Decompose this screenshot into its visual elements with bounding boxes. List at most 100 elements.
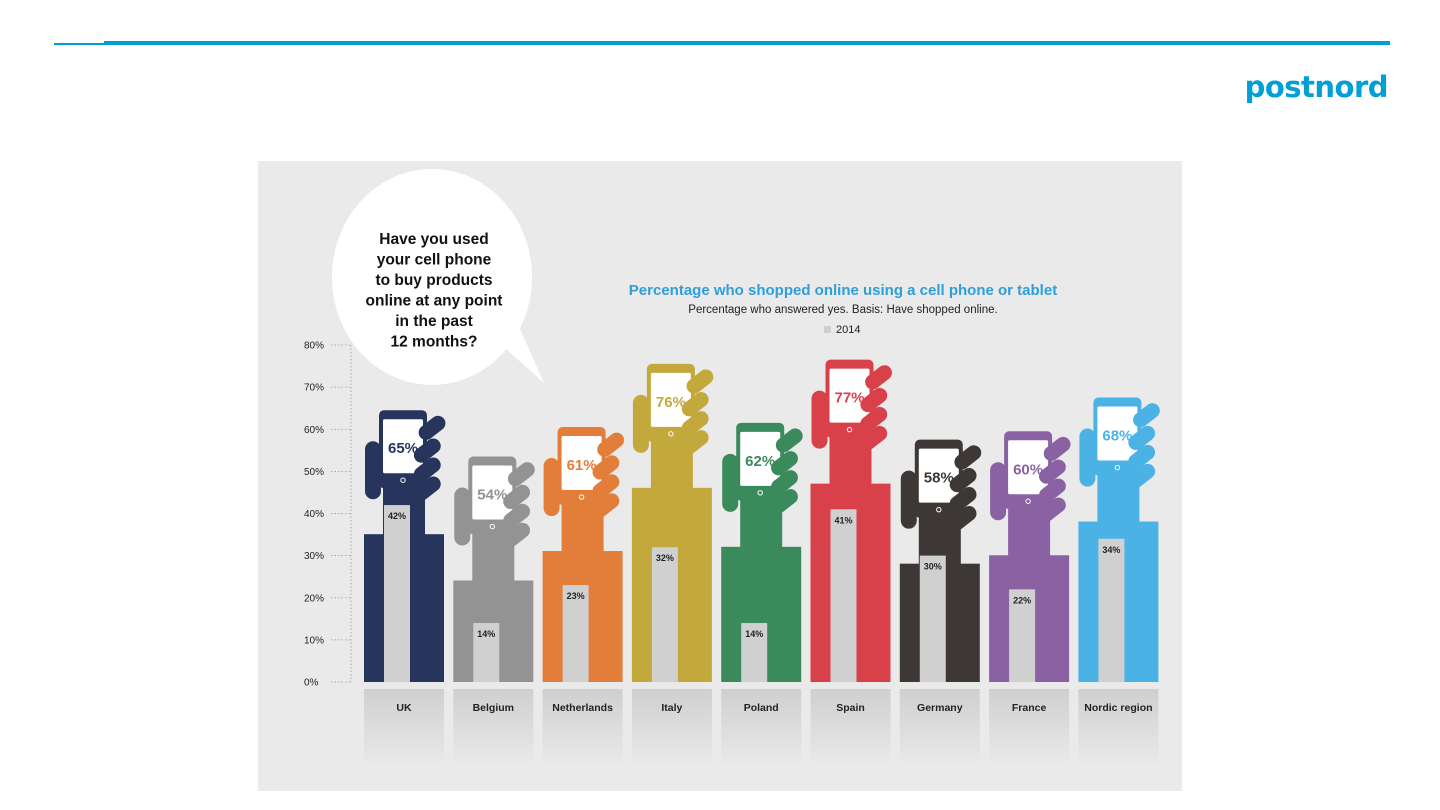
bar-2014-label: 32% <box>656 553 674 563</box>
home-button <box>489 523 496 530</box>
thumb <box>632 394 649 453</box>
bar-2014 <box>741 623 768 682</box>
finger <box>592 455 620 480</box>
bar-2014-label: 41% <box>834 515 852 525</box>
finger <box>771 489 798 514</box>
infographic-panel: UK Belgium Netherlands Italy Poland Spain Germ… <box>258 161 1182 791</box>
hand-phone-bar: 54% <box>453 456 535 682</box>
home-button <box>1025 498 1031 504</box>
value-label: 58% <box>924 470 954 487</box>
finger <box>949 505 977 531</box>
home-button <box>400 477 406 483</box>
hand-phone-bar: 61% <box>542 427 625 682</box>
category-label: Germany <box>917 702 963 714</box>
thumb <box>454 487 471 546</box>
finger <box>507 462 535 487</box>
phone-screen <box>472 465 513 520</box>
home-button <box>578 494 585 500</box>
speech-bubble: Have you used your cell phone to buy produ… <box>332 169 544 385</box>
bubble-line: to buy products <box>375 272 492 289</box>
bubble-body <box>332 169 532 385</box>
thumb <box>722 453 739 512</box>
bar-2014 <box>919 555 946 682</box>
category-band <box>810 689 891 767</box>
home-button <box>757 490 763 496</box>
finger <box>775 428 803 453</box>
finger <box>860 387 888 413</box>
hand-phone-bar: 62% <box>721 422 803 682</box>
header-accent-short <box>54 43 104 45</box>
value-label: 54% <box>477 487 507 504</box>
finger <box>1128 444 1156 470</box>
y-tick-label: 60% <box>304 425 324 436</box>
y-tick-label: 20% <box>304 593 324 604</box>
finger <box>1133 403 1160 428</box>
phone-screen <box>383 419 423 474</box>
finger <box>597 432 625 457</box>
finger <box>860 425 888 451</box>
bubble-line: online at any point <box>366 293 503 310</box>
value-label: 68% <box>1102 428 1132 445</box>
legend-label: 2014 <box>836 324 860 336</box>
bubble-line: Have you used <box>379 231 488 248</box>
home-button <box>846 426 853 433</box>
bar-2014-label: 34% <box>1102 545 1120 555</box>
finger <box>1038 497 1066 522</box>
y-tick-label: 70% <box>304 383 324 394</box>
finger <box>503 484 531 510</box>
finger <box>1038 478 1066 503</box>
value-label: 65% <box>388 440 418 457</box>
bar-2014-label: 42% <box>388 511 406 521</box>
phone-screen <box>918 448 959 503</box>
category-band <box>453 689 534 767</box>
bar-2014 <box>473 623 500 682</box>
chart-subtitle: Percentage who answered yes. Basis: Have… <box>688 304 997 316</box>
bar-2014 <box>562 585 589 682</box>
thumb <box>990 462 1007 521</box>
y-tick-label: 80% <box>304 341 324 352</box>
finger <box>860 406 888 432</box>
category-band <box>542 689 623 767</box>
legend-swatch <box>824 326 831 333</box>
hand-phone-bar: 76% <box>631 363 714 682</box>
y-tick-label: 0% <box>304 678 319 689</box>
category-label: France <box>1012 702 1047 714</box>
value-label: 76% <box>656 394 686 411</box>
category-label: Nordic region <box>1084 702 1152 714</box>
category-band <box>989 689 1070 767</box>
y-axis: 0% 10% 20% 30% 40% 50% 60% 70% 80% <box>304 341 352 689</box>
finger <box>771 451 798 476</box>
finger <box>1038 459 1066 484</box>
bar-2014 <box>1098 538 1125 682</box>
category-label: Italy <box>661 702 682 714</box>
bubble-line: 12 months? <box>391 334 478 351</box>
value-label: 61% <box>567 457 597 474</box>
bars: 65% 42% 54% 14% 61% 23% 76% 32% 62% 14% 77% 41% 58% 3… <box>364 359 1160 682</box>
home-button <box>668 431 674 437</box>
category-label: Netherlands <box>552 702 613 714</box>
category-label: Spain <box>836 702 865 714</box>
category-bands: UK Belgium Netherlands Italy Poland Spain Germ… <box>364 689 1159 767</box>
y-tick-label: 30% <box>304 551 324 562</box>
finger <box>413 476 441 501</box>
category-band <box>1078 689 1159 767</box>
thumb <box>900 470 917 529</box>
category-label: UK <box>396 702 412 714</box>
bar-2014-label: 23% <box>567 591 585 601</box>
finger <box>865 365 892 390</box>
finger <box>418 415 446 441</box>
value-label: 62% <box>745 453 775 470</box>
finger <box>681 392 709 417</box>
finger <box>1128 425 1156 451</box>
thumb <box>1079 428 1096 487</box>
bar-2014 <box>1009 589 1036 682</box>
category-label: Poland <box>744 702 779 714</box>
bubble-line: in the past <box>395 313 473 330</box>
finger <box>592 493 620 518</box>
bar-2014 <box>384 505 410 682</box>
y-tick-label: 40% <box>304 509 324 520</box>
bar-2014 <box>830 509 857 682</box>
thumb <box>543 458 560 517</box>
phone-screen <box>561 436 602 491</box>
bubble-line: your cell phone <box>377 252 492 269</box>
